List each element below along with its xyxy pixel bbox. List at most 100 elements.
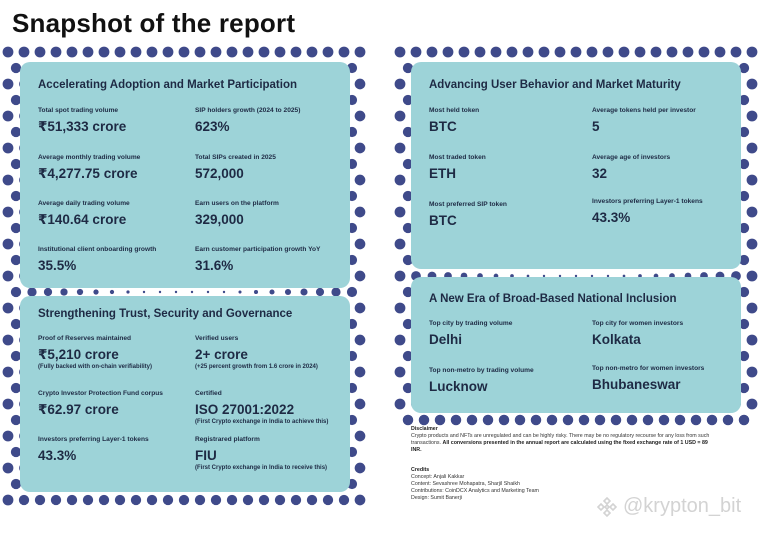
decorative-dot bbox=[93, 289, 99, 295]
decorative-dot bbox=[546, 414, 558, 426]
decorative-dot bbox=[146, 494, 158, 506]
decorative-dot bbox=[738, 414, 750, 426]
decorative-dot bbox=[586, 46, 598, 58]
decorative-dot bbox=[18, 46, 30, 58]
decorative-dot bbox=[394, 78, 406, 90]
decorative-dot bbox=[82, 494, 94, 506]
stat-top-non-metro-women: Top non-metro for women investors Bhuban… bbox=[592, 365, 704, 393]
decorative-dot bbox=[746, 206, 758, 218]
decorative-dot bbox=[394, 110, 406, 122]
decorative-dot bbox=[402, 414, 414, 426]
decorative-dot bbox=[558, 274, 562, 278]
decorative-dot bbox=[76, 288, 84, 296]
stat-label: Registrared platform bbox=[195, 436, 260, 443]
stat-total-sips: Total SIPs created in 2025 572,000 bbox=[195, 154, 276, 182]
decorative-dot bbox=[418, 414, 430, 426]
decorative-dot bbox=[10, 446, 22, 458]
stat-value: ₹51,333 crore bbox=[38, 119, 127, 134]
decorative-dot bbox=[146, 46, 158, 58]
stat-note: (First Crypto exchange in India to achie… bbox=[195, 419, 329, 425]
decorative-dot bbox=[34, 46, 46, 58]
decorative-dot bbox=[706, 414, 718, 426]
decorative-dot bbox=[394, 270, 406, 282]
card-adoption: Accelerating Adoption and Market Partici… bbox=[20, 62, 350, 288]
credits-line: Concept: Anjali Kakkar bbox=[411, 474, 465, 480]
decorative-dot bbox=[210, 494, 222, 506]
decorative-dot bbox=[490, 46, 502, 58]
decorative-dot bbox=[650, 46, 662, 58]
decorative-dot bbox=[506, 46, 518, 58]
stat-layer1-investors: Investors preferring Layer-1 tokens 43.3… bbox=[592, 198, 703, 226]
decorative-dot bbox=[602, 46, 614, 58]
decorative-dot bbox=[2, 238, 14, 250]
decorative-dot bbox=[242, 46, 254, 58]
decorative-dot bbox=[10, 478, 22, 490]
decorative-dot bbox=[2, 494, 14, 506]
decorative-dot bbox=[2, 334, 14, 346]
decorative-dot bbox=[2, 398, 14, 410]
decorative-dot bbox=[402, 382, 414, 394]
stat-verified-users: Verified users 2+ crore (+25 percent gro… bbox=[195, 335, 318, 371]
decorative-dot bbox=[590, 274, 594, 278]
stat-value: ₹62.97 crore bbox=[38, 402, 119, 417]
stat-label: Average monthly trading volume bbox=[38, 154, 141, 161]
decorative-dot bbox=[315, 287, 325, 297]
decorative-dot bbox=[258, 46, 270, 58]
decorative-dot bbox=[538, 46, 550, 58]
decorative-dot bbox=[442, 46, 454, 58]
decorative-dot bbox=[354, 462, 366, 474]
decorative-dot bbox=[542, 274, 546, 278]
decorative-dot bbox=[10, 126, 22, 138]
decorative-dot bbox=[434, 414, 446, 426]
stat-value: Delhi bbox=[429, 332, 463, 347]
decorative-dot bbox=[142, 290, 146, 294]
stat-value: ETH bbox=[429, 166, 456, 181]
decorative-dot bbox=[674, 414, 686, 426]
decorative-dot bbox=[126, 290, 130, 294]
stat-label: Average tokens held per investor bbox=[592, 107, 696, 114]
decorative-dot bbox=[2, 78, 14, 90]
decorative-dot bbox=[570, 46, 582, 58]
decorative-dot bbox=[402, 286, 414, 298]
decorative-dot bbox=[130, 46, 142, 58]
stat-total-spot-volume: Total spot trading volume ₹51,333 crore bbox=[38, 107, 126, 135]
stat-label: Average age of investors bbox=[592, 154, 671, 161]
stat-label: Verified users bbox=[195, 335, 239, 342]
decorative-dot bbox=[530, 414, 542, 426]
stat-value: 623% bbox=[195, 119, 230, 134]
stat-note: (Fully backed with on-chain verifiabilit… bbox=[38, 364, 153, 370]
decorative-dot bbox=[114, 494, 126, 506]
decorative-dot bbox=[738, 382, 750, 394]
stat-value: ₹140.64 crore bbox=[38, 212, 127, 227]
stat-preferred-sip-token: Most preferred SIP token BTC bbox=[429, 201, 507, 229]
decorative-dot bbox=[354, 398, 366, 410]
decorative-dot bbox=[10, 286, 22, 298]
decorative-dot bbox=[510, 274, 514, 278]
stat-layer1-investors: Investors preferring Layer-1 tokens 43.3… bbox=[38, 436, 149, 464]
decorative-dot bbox=[242, 494, 254, 506]
decorative-dot bbox=[2, 46, 14, 58]
decorative-dot bbox=[178, 494, 190, 506]
decorative-dot bbox=[622, 274, 626, 278]
decorative-dot bbox=[354, 110, 366, 122]
stat-earn-participation-growth: Earn customer participation growth YoY 3… bbox=[195, 246, 320, 274]
decorative-dot bbox=[402, 62, 414, 74]
stat-value: ₹5,210 crore bbox=[38, 347, 119, 362]
decorative-dot bbox=[658, 414, 670, 426]
decorative-dot bbox=[10, 158, 22, 170]
credits: Credits Concept: Anjali Kakkar Content: … bbox=[411, 467, 711, 502]
decorative-dot bbox=[722, 414, 734, 426]
card-trust-security: Strengthening Trust, Security and Govern… bbox=[20, 296, 350, 492]
credits-line: Content: Sevashree Mohapatra, Sharjil Sh… bbox=[411, 481, 520, 487]
stat-sip-holders-growth: SIP holders growth (2024 to 2025) 623% bbox=[195, 107, 300, 135]
decorative-dot bbox=[253, 289, 259, 295]
decorative-dot bbox=[402, 158, 414, 170]
decorative-dot bbox=[746, 78, 758, 90]
decorative-dot bbox=[60, 288, 68, 296]
decorative-dot bbox=[354, 430, 366, 442]
decorative-dot bbox=[746, 334, 758, 346]
credits-line: Contributions: CoinDCX Analytics and Mar… bbox=[411, 488, 539, 494]
decorative-dot bbox=[178, 46, 190, 58]
decorative-dot bbox=[114, 46, 126, 58]
stat-label: Earn customer participation growth YoY bbox=[195, 246, 321, 253]
